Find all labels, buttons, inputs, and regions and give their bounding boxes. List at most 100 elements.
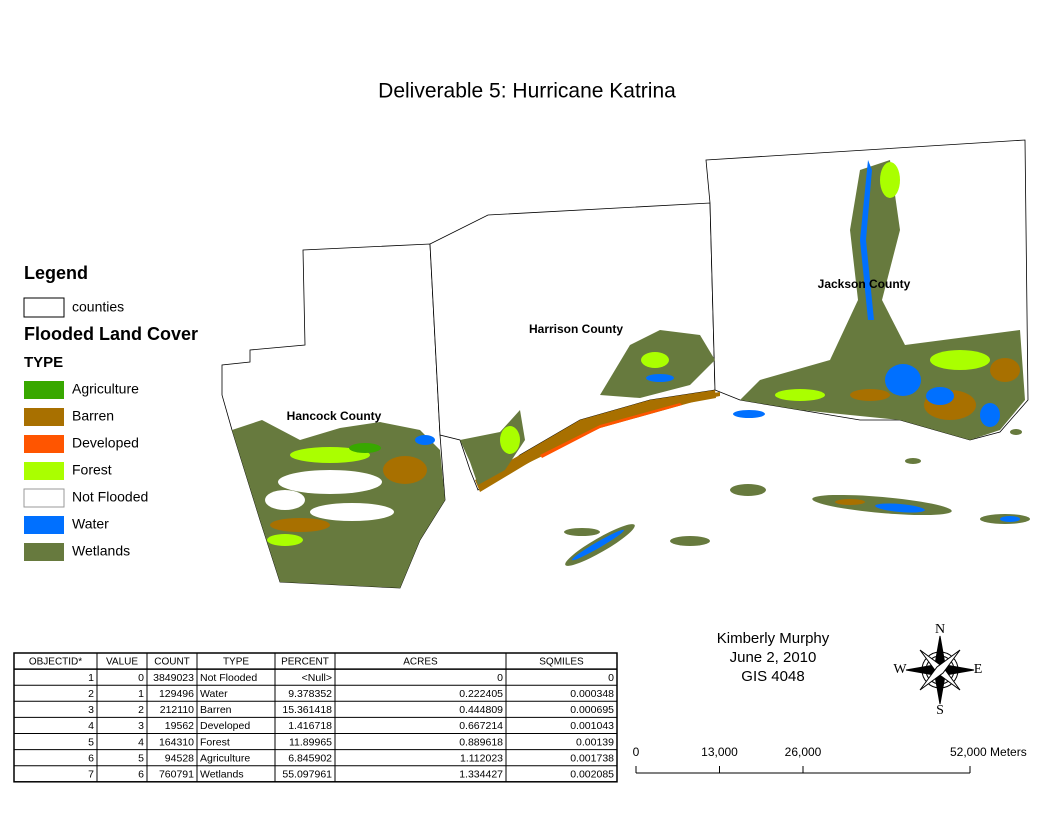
legend-swatch: [24, 435, 64, 453]
land-cover-patch: [520, 392, 720, 466]
legend-label: Not Flooded: [72, 489, 148, 505]
table-cell: 7: [88, 769, 94, 781]
table-cell: 0.000695: [570, 704, 614, 716]
land-cover-patch: [349, 443, 381, 453]
land-cover-patch: [383, 456, 427, 484]
land-cover-patch: [670, 536, 710, 546]
land-cover-patch: [980, 403, 1000, 427]
table-cell: Water: [200, 688, 228, 700]
table-cell: 0: [608, 672, 614, 684]
land-cover-patch: [571, 529, 625, 561]
land-cover-patch: [265, 490, 305, 510]
legend-label: counties: [72, 299, 124, 315]
legend-label: Wetlands: [72, 543, 130, 559]
table-cell: Not Flooded: [200, 672, 257, 684]
land-cover-patch: [860, 160, 874, 320]
table-cell: 0.001043: [570, 720, 614, 732]
table-cell: 11.89965: [289, 736, 332, 748]
attribute-table: OBJECTID* VALUE COUNT TYPE PERCENT ACRES SQMIL…: [13, 652, 618, 783]
table-cell: 212110: [160, 704, 194, 716]
table-cell: 9.378352: [288, 688, 332, 700]
compass-letter: E: [974, 662, 983, 677]
legend-label: Agriculture: [72, 381, 139, 397]
table-cell: 5: [138, 752, 144, 764]
table-cell: 55.097961: [282, 769, 332, 781]
legend-label: Barren: [72, 408, 114, 424]
legend-swatch: [24, 543, 64, 561]
compass-letter: S: [936, 703, 944, 718]
table-cell: 94528: [165, 752, 194, 764]
land-cover-patch: [926, 387, 954, 405]
land-cover-patch: [290, 447, 370, 463]
land-cover-patch: [875, 503, 925, 513]
scale-label: 26,000: [785, 745, 822, 759]
compass-needle: [919, 649, 961, 691]
author-course: GIS 4048: [741, 668, 804, 685]
land-cover-patch: [885, 364, 921, 396]
legend-layer-title: Flooded Land Cover: [24, 324, 198, 344]
land-cover-patch: [278, 470, 382, 494]
legend-swatch: [24, 408, 64, 426]
land-cover-patch: [733, 410, 765, 418]
legend-title: Legend: [24, 263, 88, 283]
table-cell: <Null>: [302, 672, 332, 684]
scale-label: 13,000: [701, 745, 738, 759]
land-cover-patch: [740, 160, 1025, 440]
table-header: VALUE: [106, 657, 138, 668]
table-cell: 760791: [159, 769, 194, 781]
legend-label: Water: [72, 516, 109, 532]
county-label: Harrison County: [529, 322, 623, 336]
legend-items: Agriculture Barren Developed Forest Not Floo…: [23, 381, 148, 561]
land-cover-patch: [1000, 516, 1020, 522]
north-arrow: N S W E: [893, 622, 982, 718]
table-cell: 129496: [159, 688, 194, 700]
county-label: Jackson County: [818, 277, 911, 291]
land-cover-patch: [730, 484, 766, 496]
table-cell: 1: [88, 672, 94, 684]
table-cell: Wetlands: [200, 769, 244, 781]
table-cell: 15.361418: [282, 704, 332, 716]
table-cell: 19562: [165, 720, 194, 732]
land-cover-patch: [270, 518, 330, 532]
table-cell: Agriculture: [200, 752, 250, 764]
land-cover-patch: [850, 389, 890, 401]
table-cell: 1: [138, 688, 144, 700]
compass-letter: N: [935, 622, 945, 637]
table-cell: 6: [88, 752, 94, 764]
land-cover-patch: [880, 162, 900, 198]
land-cover-patch: [835, 499, 865, 505]
table-cell: 0.000348: [570, 688, 614, 700]
land-cover-patch: [500, 426, 520, 454]
table-cell: 1.416718: [288, 720, 332, 732]
table-cell: Developed: [200, 720, 250, 732]
land-cover-patch: [1010, 429, 1022, 435]
flooded-land-cover: [232, 160, 1030, 588]
table-cell: 3849023: [153, 672, 194, 684]
legend-swatch: [24, 462, 64, 480]
table-header: TYPE: [223, 657, 249, 668]
author-name: Kimberly Murphy: [717, 630, 830, 647]
table-cell: 0.889618: [459, 736, 503, 748]
table-cell: 1.334427: [459, 769, 503, 781]
table-header: COUNT: [154, 657, 190, 668]
land-cover-patch: [267, 534, 303, 546]
land-cover-patch: [930, 350, 990, 370]
legend-swatch: [24, 381, 64, 399]
table-cell: 0.002085: [570, 769, 614, 781]
scale-label: 0: [633, 745, 640, 759]
table-header: SQMILES: [539, 657, 584, 668]
land-cover-patch: [564, 528, 600, 536]
land-cover-patch: [990, 358, 1020, 382]
table-cell: 0.444809: [459, 704, 503, 716]
legend-swatch: [23, 297, 65, 318]
table-cell: 0.222405: [459, 688, 503, 700]
legend-swatch: [24, 516, 64, 534]
table-cell: 6: [138, 769, 144, 781]
land-cover-patch: [646, 374, 674, 382]
table-cell: Forest: [200, 736, 230, 748]
land-cover-patch: [905, 458, 921, 464]
table-cell: 3: [138, 720, 144, 732]
table-header: PERCENT: [281, 657, 329, 668]
table-cell: 0.001738: [570, 752, 614, 764]
table-cell: 5: [88, 736, 94, 748]
